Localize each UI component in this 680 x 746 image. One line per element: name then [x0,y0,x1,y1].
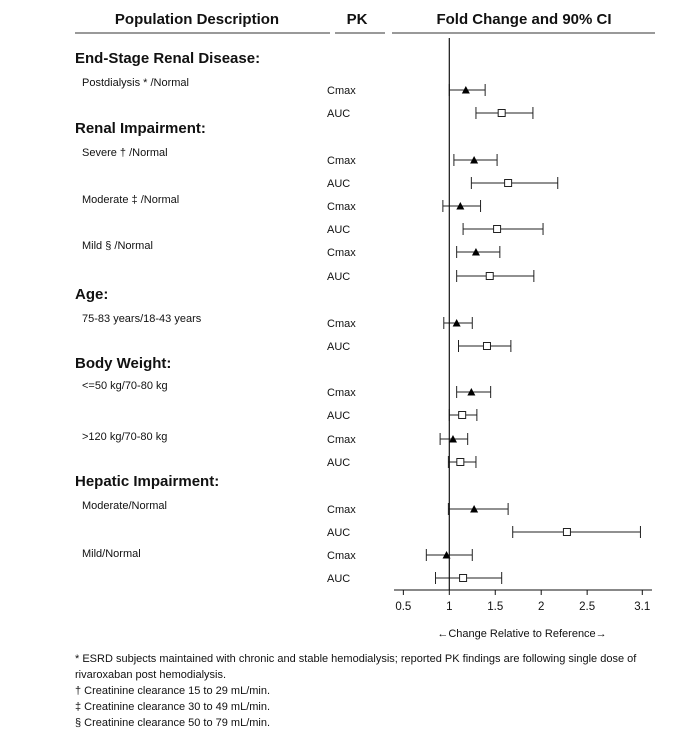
pk-label: AUC [327,410,350,422]
point-estimate-triangle [461,86,470,94]
pk-label: Cmax [327,247,356,259]
footnote-moderate: ‡ Creatinine clearance 30 to 49 mL/min. [75,701,271,713]
column-header: Fold Change and 90% CI [436,11,611,28]
point-estimate-triangle [467,388,476,396]
subgroup-label: Moderate/Normal [82,500,167,512]
group-heading: Body Weight: [75,355,171,372]
group-heading: Renal Impairment: [75,120,206,137]
pk-label: Cmax [327,318,356,330]
pk-label: AUC [327,224,350,236]
x-tick-label: 2.5 [579,601,595,613]
pk-label: AUC [327,271,350,283]
subgroup-label: Severe † /Normal [82,147,168,159]
subgroup-label: Moderate ‡ /Normal [82,194,179,206]
point-estimate-triangle [442,551,451,559]
pk-label: Cmax [327,201,356,213]
pk-label: Cmax [327,387,356,399]
point-estimate-triangle [470,505,479,513]
pk-label: Cmax [327,434,356,446]
subgroup-label: <=50 kg/70-80 kg [82,380,168,392]
pk-label: AUC [327,573,350,585]
point-estimate-square [504,179,513,187]
pk-label: AUC [327,178,350,190]
pk-label: AUC [327,527,350,539]
subgroup-label: Mild § /Normal [82,240,153,252]
x-tick-label: 0.5 [395,601,411,613]
point-estimate-triangle [452,319,461,327]
subgroup-label: >120 kg/70-80 kg [82,431,167,443]
footnote-severe: † Creatinine clearance 15 to 29 mL/min. [75,685,271,697]
point-estimate-square [459,574,468,582]
point-estimate-square [458,411,467,419]
point-estimate-triangle [448,435,457,443]
group-heading: Hepatic Impairment: [75,473,219,490]
point-estimate-triangle [471,248,480,256]
pk-label: AUC [327,108,350,120]
column-header: Population Description [115,11,279,28]
footnote-esrd: * ESRD subjects maintained with chronic … [75,653,637,681]
subgroup-label: 75-83 years/18-43 years [82,313,202,325]
point-estimate-square [497,109,506,117]
x-axis-label: ←Change Relative to Reference→ [437,628,606,640]
point-estimate-square [485,272,494,280]
footnote-mild: § Creatinine clearance 50 to 79 mL/min. [75,717,271,729]
x-tick-label: 1.5 [487,601,503,613]
pk-label: AUC [327,457,350,469]
point-estimate-square [456,458,465,466]
pk-label: Cmax [327,550,356,562]
column-header: PK [347,11,368,28]
x-tick-label: 3.1 [634,601,650,613]
x-tick-label: 1 [446,601,452,613]
subgroup-label: Mild/Normal [82,548,141,560]
point-estimate-square [562,528,571,536]
point-estimate-triangle [470,156,479,164]
point-estimate-square [482,342,491,350]
pk-label: Cmax [327,155,356,167]
point-estimate-square [493,225,502,233]
subgroup-label: Postdialysis * /Normal [82,77,189,89]
point-estimate-triangle [456,202,465,210]
group-heading: End-Stage Renal Disease: [75,50,260,67]
pk-label: AUC [327,341,350,353]
group-heading: Age: [75,286,108,303]
pk-label: Cmax [327,504,356,516]
pk-label: Cmax [327,85,356,97]
x-tick-label: 2 [538,601,544,613]
